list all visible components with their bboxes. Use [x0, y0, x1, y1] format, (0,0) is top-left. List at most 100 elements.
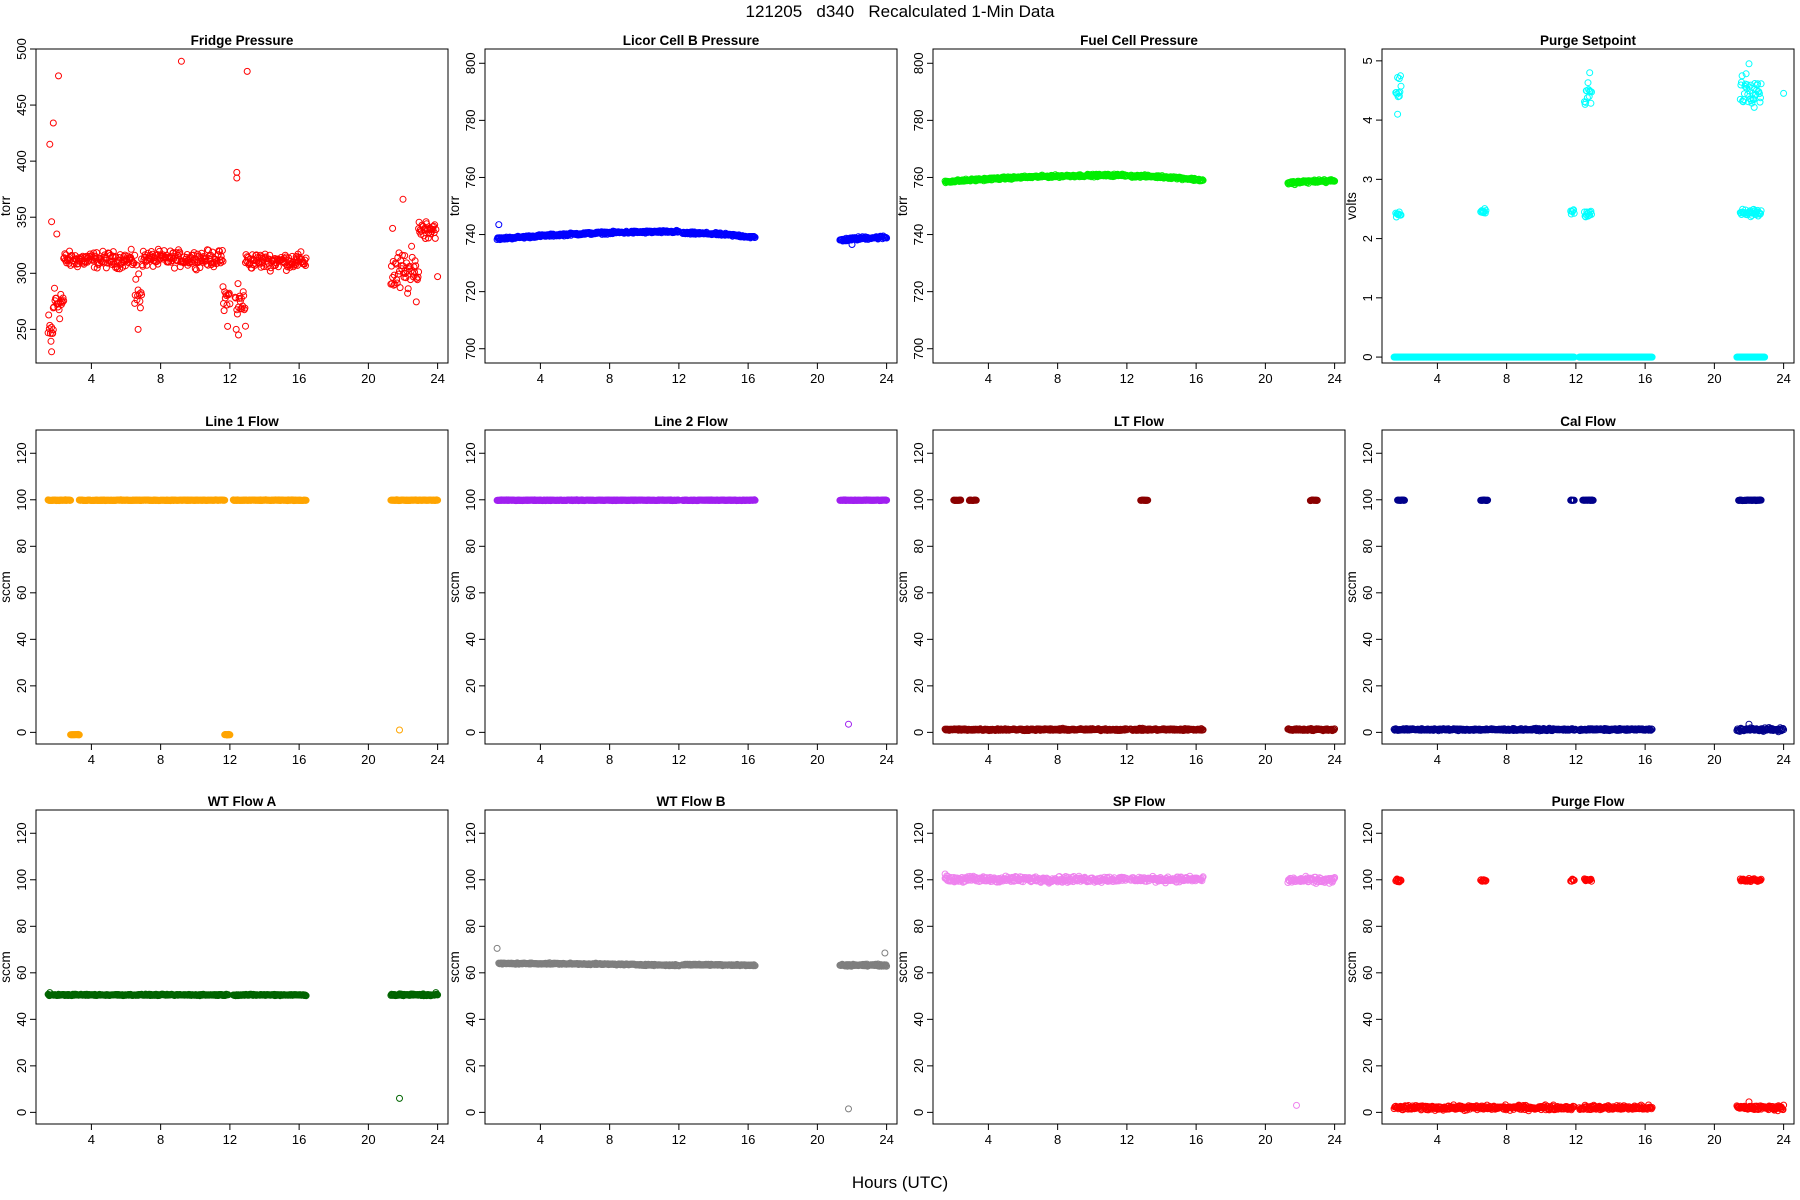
data-point	[1589, 496, 1597, 504]
data-point	[293, 254, 301, 262]
y-tick-label: 450	[14, 94, 29, 116]
y-axis-label: sccm	[0, 951, 13, 983]
x-tick-label: 8	[1054, 752, 1061, 767]
x-tick-label: 8	[157, 371, 164, 386]
x-tick-label: 12	[1569, 752, 1583, 767]
data-point	[412, 262, 420, 270]
y-tick-label: 60	[463, 586, 478, 600]
x-tick-label: 20	[361, 752, 375, 767]
data-point	[389, 224, 397, 232]
x-tick-label: 4	[1434, 371, 1441, 386]
data-point	[1395, 75, 1403, 83]
data-point	[215, 247, 223, 255]
data-point	[1570, 209, 1578, 217]
x-tick-label: 4	[88, 371, 95, 386]
data-point	[209, 248, 217, 256]
x-tick-label: 12	[223, 752, 237, 767]
data-point	[751, 233, 759, 241]
x-tick-label: 4	[537, 371, 544, 386]
x-tick-label: 8	[606, 371, 613, 386]
x-tick-label: 24	[1327, 371, 1341, 386]
x-tick-label: 4	[537, 752, 544, 767]
data-point	[235, 331, 242, 339]
data-point	[1584, 79, 1592, 87]
y-tick-label: 40	[911, 632, 926, 646]
data-point	[220, 307, 228, 315]
y-tick-label: 100	[463, 489, 478, 511]
y-tick-label: 4	[1360, 116, 1375, 123]
data-point	[55, 72, 62, 80]
plot-frame	[1381, 48, 1795, 364]
x-tick-label: 16	[1189, 371, 1203, 386]
data-point	[302, 262, 309, 269]
data-point	[192, 266, 200, 274]
y-tick-label: 100	[14, 869, 29, 891]
y-tick-label: 300	[14, 262, 29, 284]
y-tick-label: 5	[1360, 57, 1375, 64]
x-tick-label: 4	[1434, 752, 1441, 767]
x-tick-label: 20	[1707, 371, 1721, 386]
data-point	[266, 267, 274, 275]
data-point	[191, 265, 199, 273]
data-point	[1313, 496, 1321, 504]
panel-title: LT Flow	[1114, 414, 1164, 429]
data-point	[177, 57, 185, 65]
panel-title: Cal Flow	[1560, 414, 1616, 429]
data-point	[401, 252, 409, 260]
data-point	[241, 304, 249, 312]
y-tick-label: 740	[463, 224, 478, 246]
data-points	[493, 496, 891, 728]
plot-frame	[932, 48, 1346, 364]
y-tick-label: 120	[911, 442, 926, 464]
data-point	[47, 337, 55, 345]
data-point	[408, 242, 416, 250]
x-tick-label: 16	[292, 371, 306, 386]
y-tick-label: 20	[911, 679, 926, 693]
data-point	[67, 496, 75, 504]
data-point	[49, 326, 57, 334]
data-point	[116, 251, 124, 259]
data-point	[221, 496, 229, 504]
data-point	[1757, 496, 1765, 504]
data-point	[1484, 496, 1492, 504]
data-point	[848, 241, 856, 248]
plot-frame	[35, 809, 449, 1125]
data-point	[300, 260, 308, 268]
data-point	[240, 292, 248, 300]
data-point	[102, 264, 110, 272]
data-point	[218, 247, 226, 254]
y-tick-label: 40	[463, 632, 478, 646]
y-tick-label: 2	[1360, 235, 1375, 242]
data-point	[751, 496, 759, 504]
data-point	[136, 304, 144, 312]
data-point	[302, 496, 310, 504]
data-point	[883, 234, 891, 242]
data-point	[1754, 80, 1762, 88]
y-axis-label: sccm	[0, 571, 13, 603]
panel-title: Fridge Pressure	[191, 33, 294, 48]
data-point	[57, 290, 65, 298]
data-point	[48, 348, 56, 356]
x-tick-label: 8	[157, 752, 164, 767]
figure-title: 121205 d340 Recalculated 1-Min Data	[745, 2, 1055, 21]
x-tick-label: 24	[879, 752, 893, 767]
data-point	[1582, 98, 1590, 106]
y-tick-label: 40	[14, 632, 29, 646]
data-point	[262, 253, 270, 261]
data-point	[1570, 496, 1578, 504]
data-point	[396, 284, 404, 292]
data-point	[412, 298, 420, 306]
data-point	[411, 268, 418, 276]
y-tick-label: 100	[14, 489, 29, 511]
data-points	[44, 57, 442, 356]
data-point	[138, 291, 146, 299]
x-tick-label: 12	[1120, 371, 1134, 386]
y-tick-label: 800	[463, 52, 478, 74]
x-tick-label: 20	[361, 371, 375, 386]
data-point	[110, 257, 118, 265]
y-axis-label: sccm	[895, 571, 910, 603]
x-tick-label: 12	[672, 371, 686, 386]
panel-title: Line 1 Flow	[205, 414, 279, 429]
y-tick-label: 0	[911, 729, 926, 736]
